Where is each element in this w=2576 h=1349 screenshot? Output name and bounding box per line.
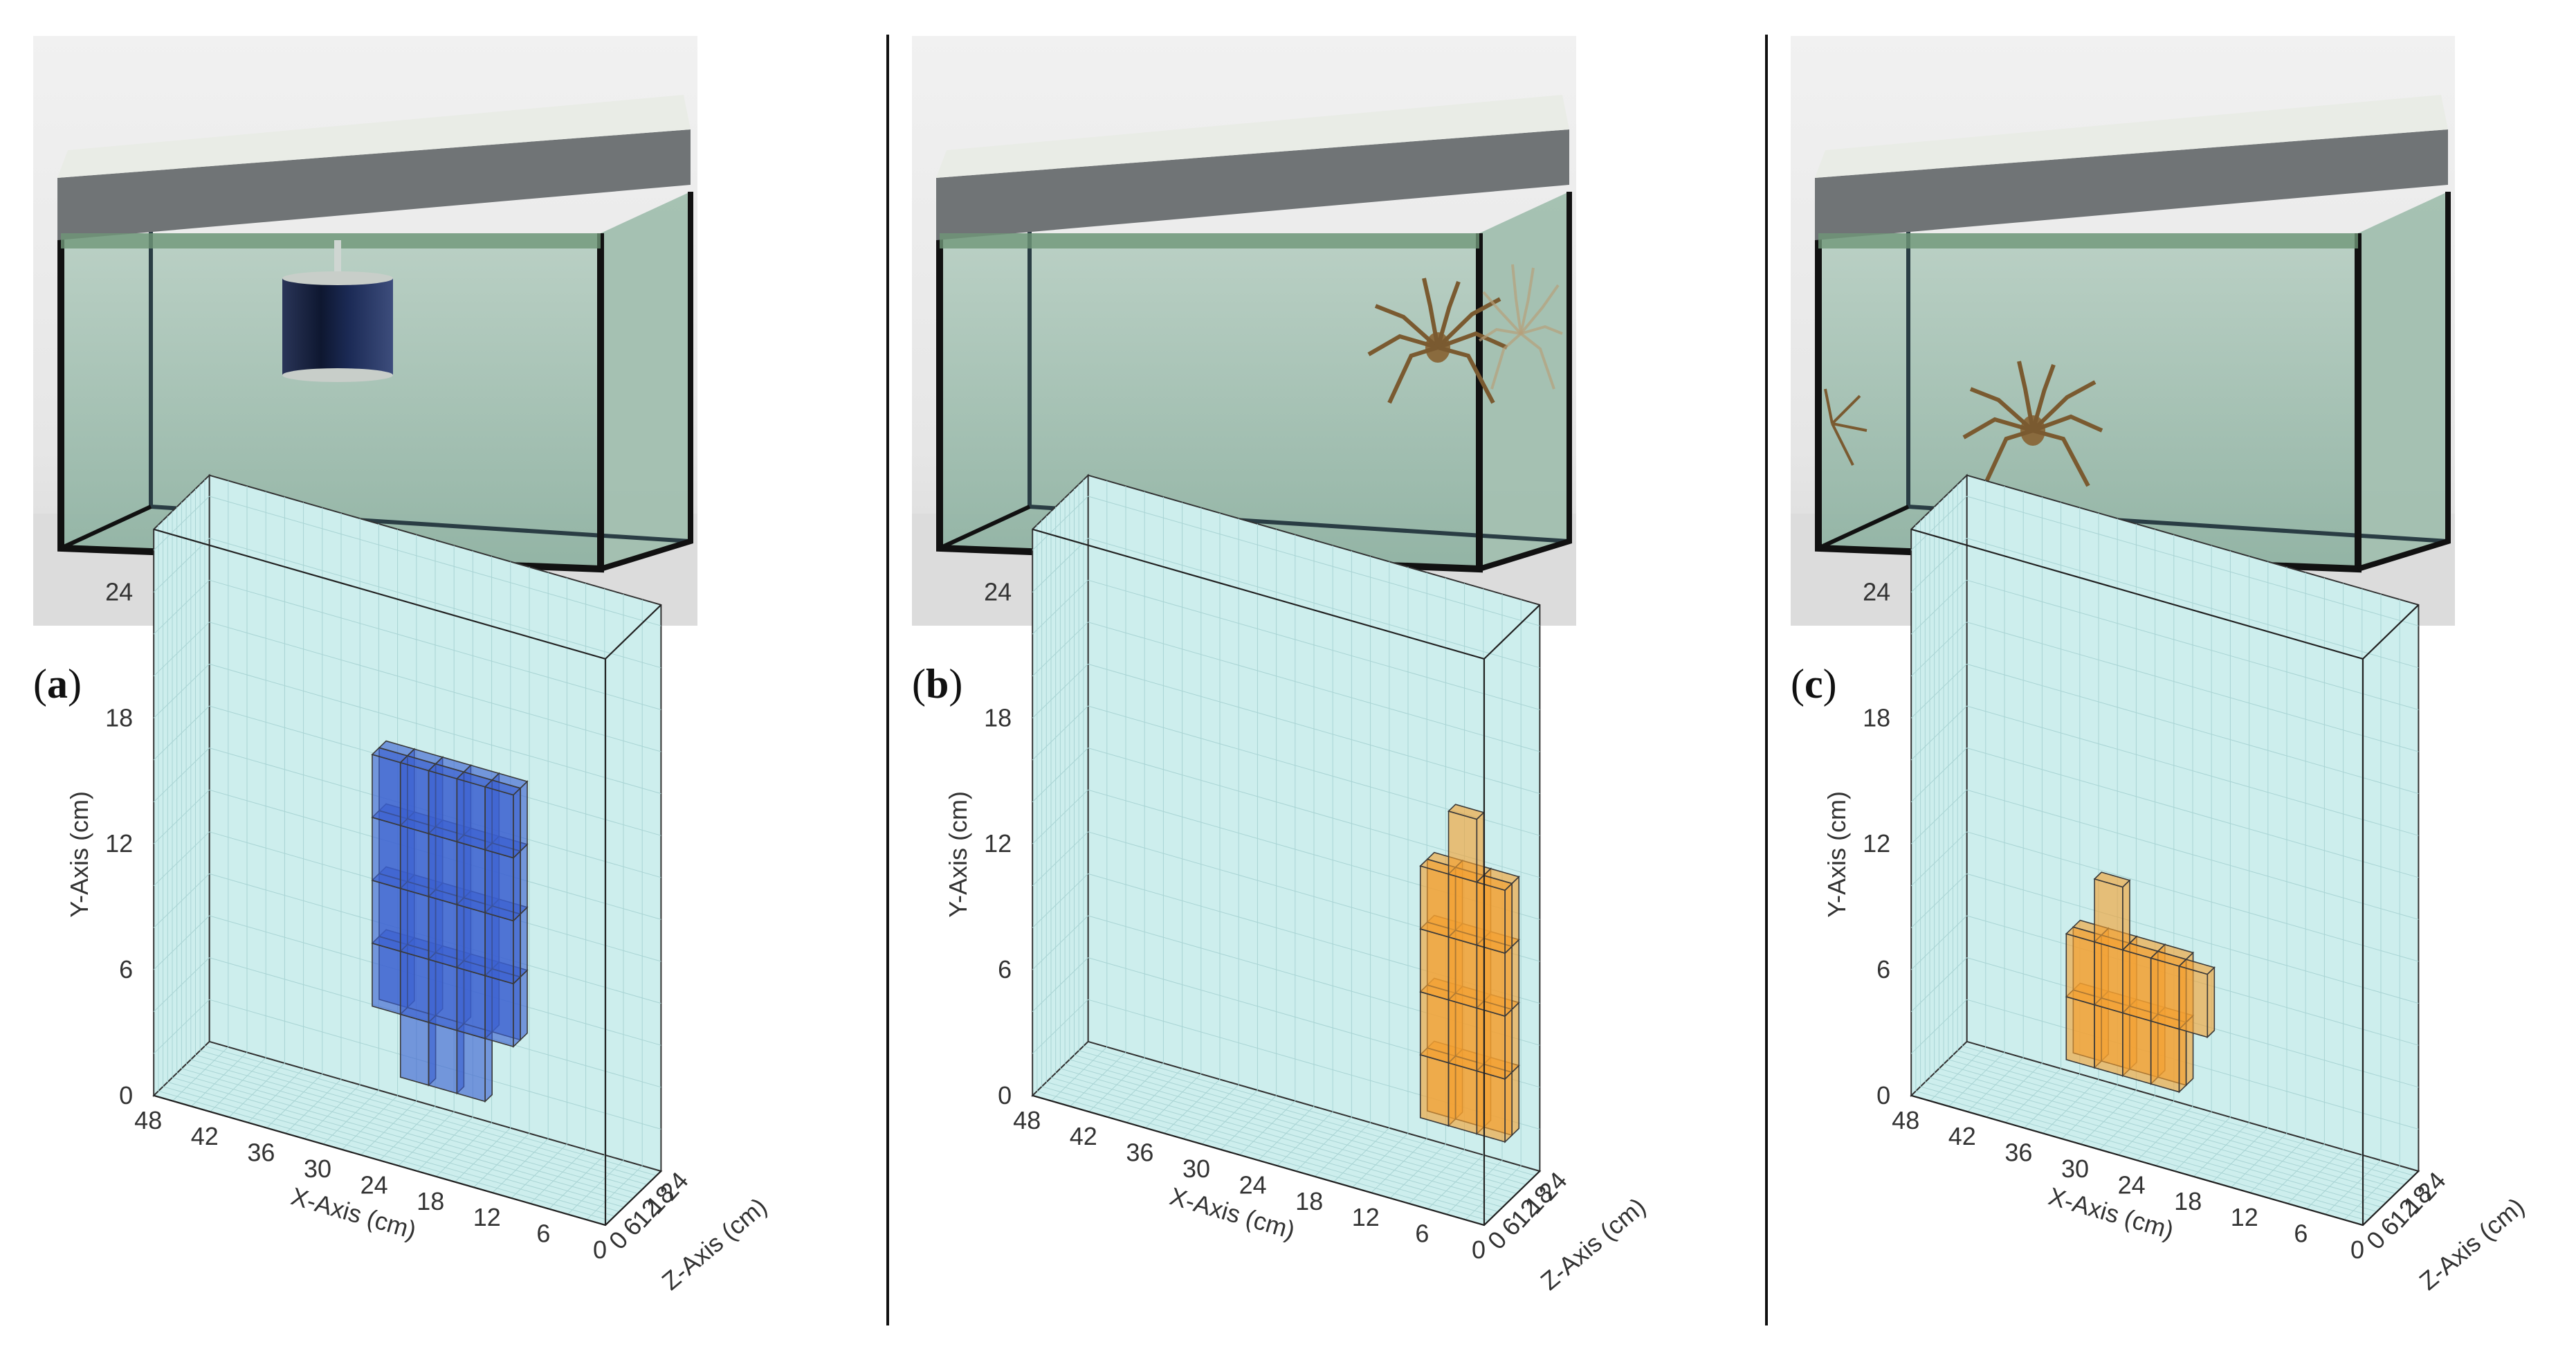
x-tick-label: 42 (1948, 1122, 1976, 1150)
y-tick-label: 24 (105, 578, 133, 606)
cylinder-target (282, 278, 393, 375)
x-tick-label: 36 (1126, 1139, 1153, 1167)
x-tick-label: 42 (1070, 1122, 1097, 1150)
voxel (2093, 871, 2131, 952)
x-tick-label: 18 (2174, 1187, 2202, 1215)
panel-label-b: (b) (912, 661, 962, 707)
box-edges (1032, 528, 1541, 1226)
x-tick-label: 12 (473, 1203, 501, 1231)
box-edges (153, 528, 662, 1226)
z-axis-label: Z-Axis (cm) (2414, 1192, 2530, 1296)
x-tick-label: 48 (1892, 1106, 1919, 1134)
z-axis-label: Z-Axis (cm) (1535, 1192, 1651, 1296)
x-tick-label: 6 (536, 1220, 550, 1248)
y-tick-label: 0 (1876, 1081, 1890, 1110)
x-tick-label: 12 (1352, 1203, 1380, 1231)
grid-lines (1910, 480, 2419, 1221)
y-tick-label: 12 (1863, 829, 1890, 858)
x-axis-label: X-Axis (cm) (2045, 1181, 2177, 1244)
y-tick-label: 12 (105, 829, 133, 858)
x-tick-label: 0 (2350, 1235, 2364, 1264)
tank-water (940, 233, 1479, 569)
y-tick-label: 0 (119, 1081, 133, 1110)
y-tick-label: 18 (984, 703, 1012, 732)
y-tick-label: 6 (998, 955, 1012, 984)
voxel (484, 779, 522, 860)
voxel (2177, 959, 2216, 1039)
voxel (1447, 804, 1485, 884)
spider-crab (1367, 264, 1563, 404)
x-tick-label: 24 (2118, 1170, 2146, 1199)
box-edges (1910, 528, 2420, 1226)
z-axis-label: Z-Axis (cm) (657, 1192, 772, 1296)
x-tick-label: 24 (1239, 1170, 1267, 1199)
x-tick-label: 36 (2004, 1139, 2032, 1167)
tank-water (61, 233, 601, 569)
x-tick-label: 30 (304, 1155, 331, 1183)
y-tick-label: 0 (998, 1081, 1012, 1110)
x-tick-label: 48 (1013, 1106, 1041, 1134)
y-tick-label: 6 (119, 955, 133, 984)
tank-lid (57, 129, 691, 240)
x-tick-label: 18 (417, 1187, 444, 1215)
tank-lid (936, 129, 1569, 240)
y-axis-label: Y-Axis (cm) (65, 791, 93, 918)
x-tick-label: 0 (593, 1235, 607, 1264)
y-tick-label: 6 (1876, 955, 1890, 984)
y-axis-label: Y-Axis (cm) (944, 791, 972, 918)
tank-lid (1815, 129, 2448, 240)
voxel-cluster (371, 740, 529, 1103)
x-tick-label: 12 (2231, 1203, 2258, 1231)
x-axis-label: X-Axis (cm) (288, 1181, 419, 1244)
x-tick-label: 48 (134, 1106, 162, 1134)
x-tick-label: 18 (1295, 1187, 1323, 1215)
y-tick-label: 18 (105, 703, 133, 732)
x-tick-label: 36 (247, 1139, 275, 1167)
spider-crab (1824, 361, 2103, 487)
y-tick-label: 18 (1863, 703, 1890, 732)
voxel-cluster (2065, 871, 2216, 1094)
x-axis-label: X-Axis (cm) (1167, 1181, 1298, 1244)
panel-label-c: (c) (1791, 661, 1837, 707)
voxel (1475, 874, 1513, 955)
x-tick-label: 6 (2294, 1220, 2308, 1248)
tank-water (1818, 233, 2358, 569)
y-axis-label: Y-Axis (cm) (1823, 791, 1851, 918)
y-tick-label: 12 (984, 829, 1012, 858)
x-tick-label: 24 (360, 1170, 388, 1199)
x-tick-label: 0 (1472, 1235, 1486, 1264)
x-tick-label: 30 (2061, 1155, 2089, 1183)
photo-panel-b (912, 36, 1576, 626)
x-tick-label: 6 (1415, 1220, 1429, 1248)
y-tick-label: 24 (984, 578, 1012, 606)
x-tick-label: 30 (1182, 1155, 1210, 1183)
panel-label-a: (a) (33, 661, 82, 707)
x-tick-label: 42 (191, 1122, 219, 1150)
y-tick-label: 24 (1863, 578, 1890, 606)
